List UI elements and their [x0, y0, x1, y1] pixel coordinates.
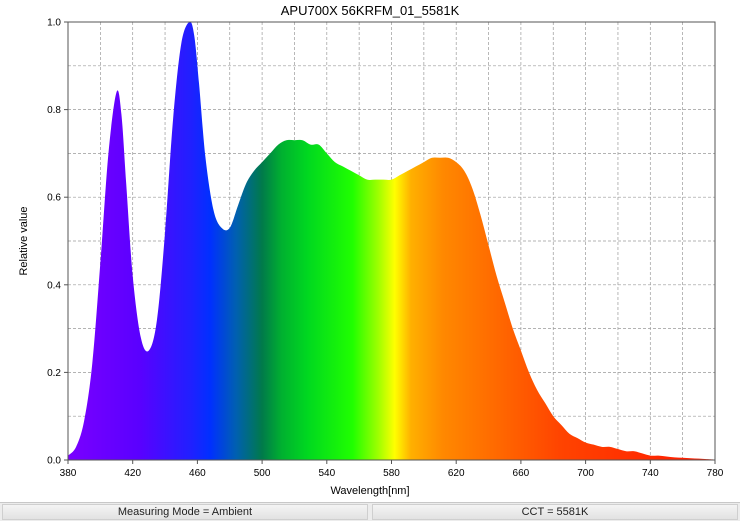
chart-title: APU700X 56KRFM_01_5581K	[281, 3, 460, 18]
y-tick-label: 0.8	[47, 105, 61, 116]
x-tick-label: 580	[383, 468, 400, 479]
y-tick-label: 0.4	[47, 280, 61, 291]
x-tick-label: 700	[577, 468, 594, 479]
y-tick-label: 1.0	[47, 18, 61, 29]
cct-status: CCT = 5581K	[372, 504, 738, 520]
y-tick-label: 0.2	[47, 368, 61, 379]
y-tick-label: 0.6	[47, 193, 61, 204]
x-tick-label: 540	[318, 468, 335, 479]
status-bar: Measuring Mode = Ambient CCT = 5581K	[0, 502, 740, 521]
y-axis-title: Relative value	[18, 206, 30, 275]
y-tick-label: 0.0	[47, 456, 61, 467]
spectrum-chart: 380 420 460 500 540 580 620 660 700 740 780 0.0 0.2 0…	[18, 3, 724, 497]
x-tick-label: 420	[124, 468, 141, 479]
spectrum-area	[68, 21, 715, 460]
x-tick-label: 780	[707, 468, 724, 479]
x-tick-label: 380	[60, 468, 77, 479]
x-tick-label: 500	[254, 468, 271, 479]
axis-ticks: 380 420 460 500 540 580 620 660 700 740 780 0.0 0.2 0…	[47, 18, 724, 480]
x-tick-label: 660	[513, 468, 530, 479]
x-axis-title: Wavelength[nm]	[330, 485, 409, 497]
x-tick-label: 620	[448, 468, 465, 479]
x-tick-label: 460	[189, 468, 206, 479]
measuring-mode-status: Measuring Mode = Ambient	[2, 504, 368, 520]
x-tick-label: 740	[642, 468, 659, 479]
